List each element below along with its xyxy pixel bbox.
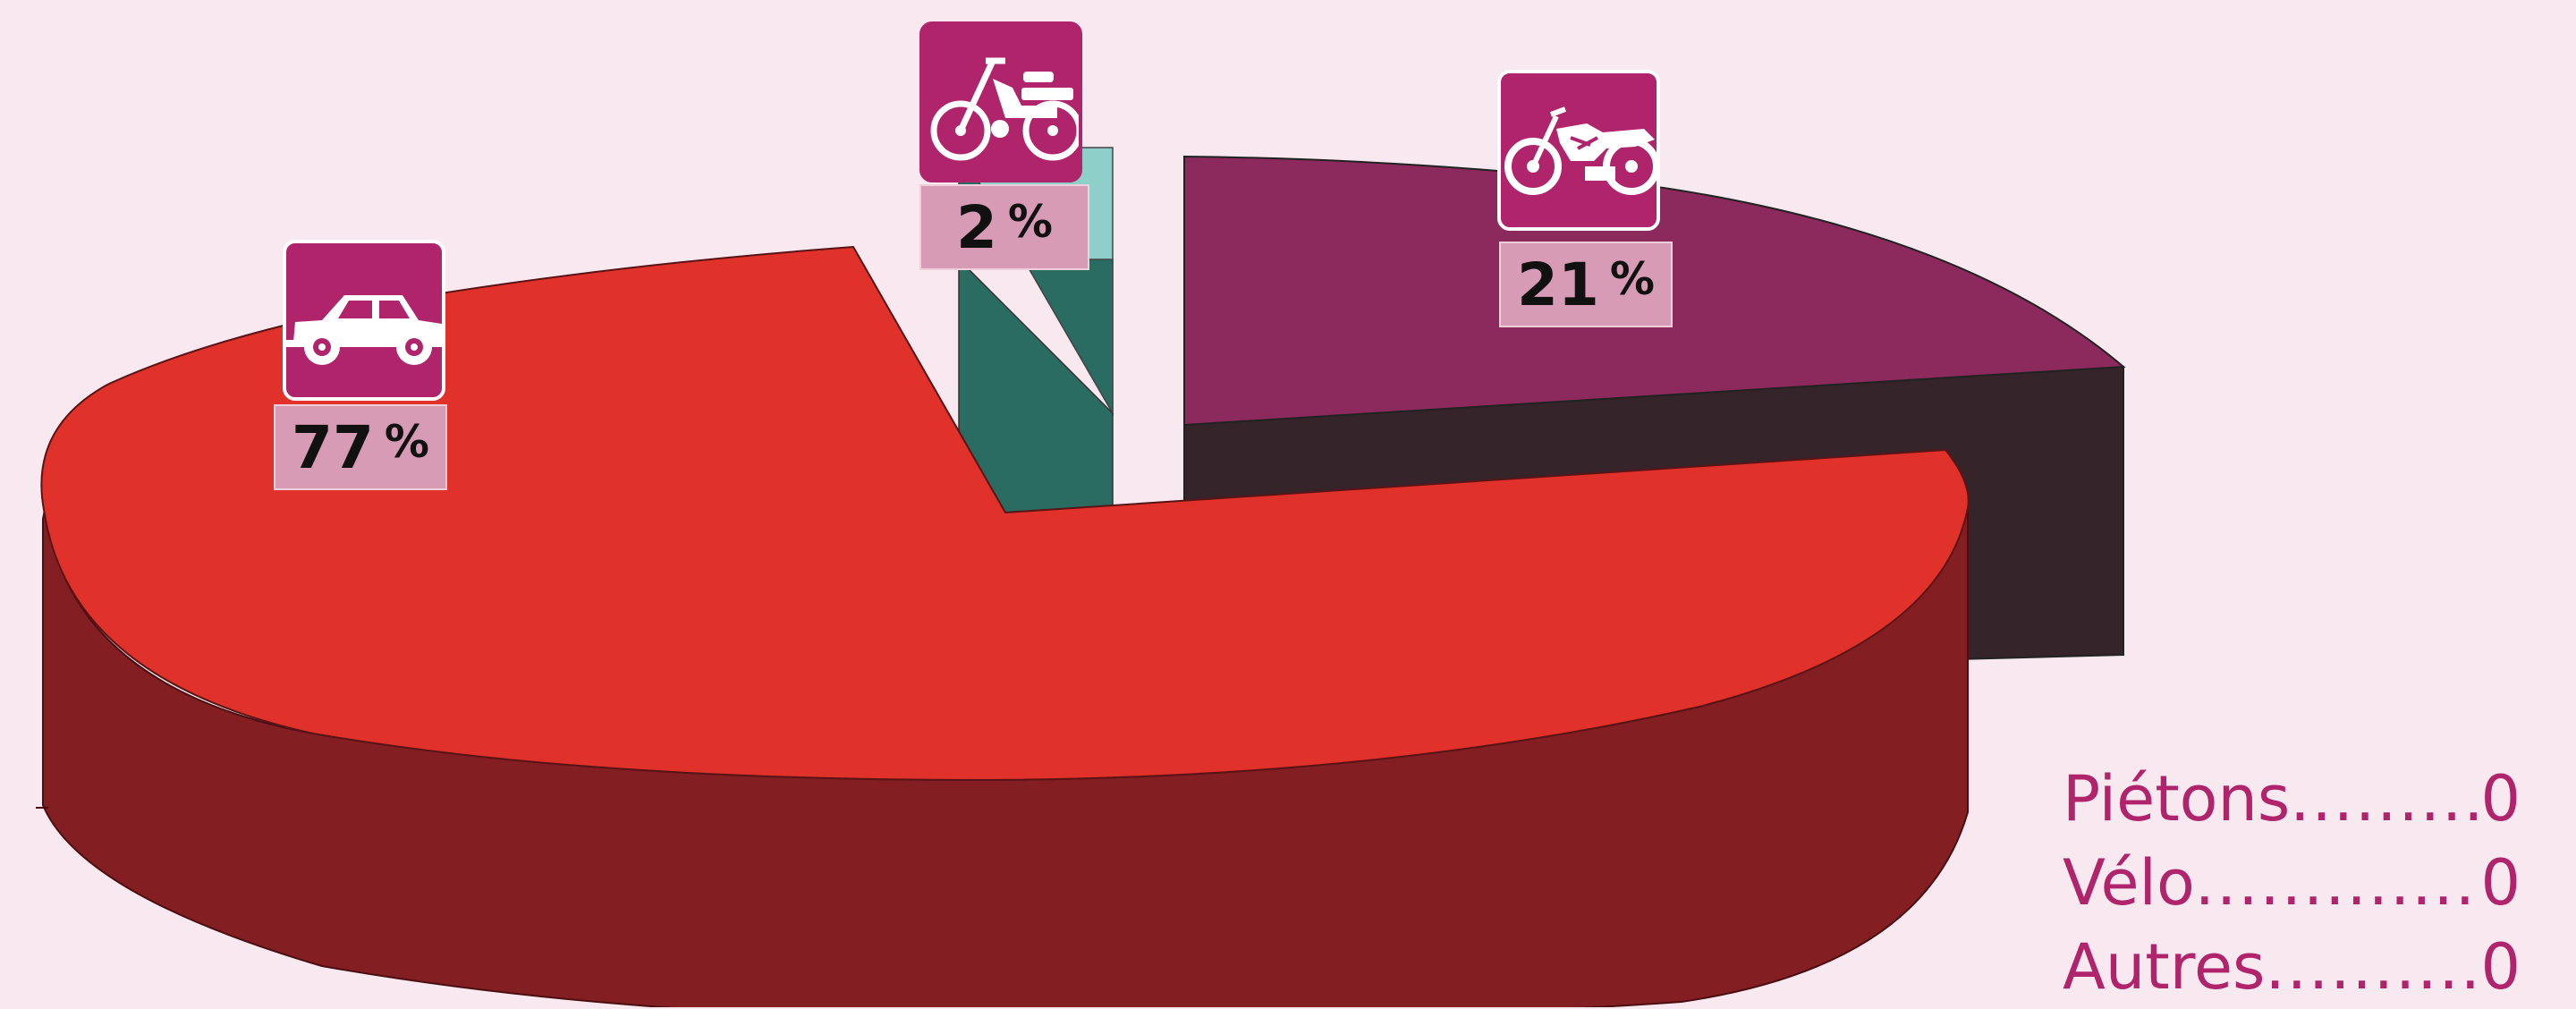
moped-percent-label: 2 % <box>919 184 1089 270</box>
car-percent-unit: % <box>384 416 429 468</box>
legend-label: Vélo <box>2063 846 2195 920</box>
legend-row-autres: Autres 0 <box>2063 925 2521 1009</box>
moped-percent-unit: % <box>1007 196 1054 248</box>
motorcycle-icon-box <box>1497 70 1660 231</box>
motorcycle-percent-label: 21 % <box>1499 242 1673 327</box>
legend-label: Piétons <box>2063 762 2291 835</box>
car-percent-label: 77 % <box>274 404 447 490</box>
moped-icon <box>930 57 1079 161</box>
motorcycle-icon <box>1504 106 1657 195</box>
motorcycle-percent-unit: % <box>1609 253 1655 305</box>
car-icon <box>286 295 442 365</box>
car-icon-box <box>283 240 445 401</box>
moped-percent-value: 2 <box>955 192 997 262</box>
legend-label: Autres <box>2063 930 2266 1004</box>
legend-dots <box>2290 757 2480 841</box>
legend-extra: Piétons 0 Vélo 0 Autres 0 <box>2063 757 2521 1009</box>
car-percent-value: 77 <box>292 412 374 482</box>
moped-icon-box <box>919 21 1082 182</box>
legend-row-pietons: Piétons 0 <box>2063 757 2521 841</box>
motorcycle-percent-value: 21 <box>1517 250 1599 319</box>
legend-value: 0 <box>2480 762 2521 835</box>
legend-value: 0 <box>2480 846 2521 920</box>
legend-row-velo: Vélo 0 <box>2063 841 2521 925</box>
legend-dots <box>2195 841 2481 925</box>
legend-dots <box>2265 925 2480 1009</box>
legend-value: 0 <box>2480 930 2521 1004</box>
